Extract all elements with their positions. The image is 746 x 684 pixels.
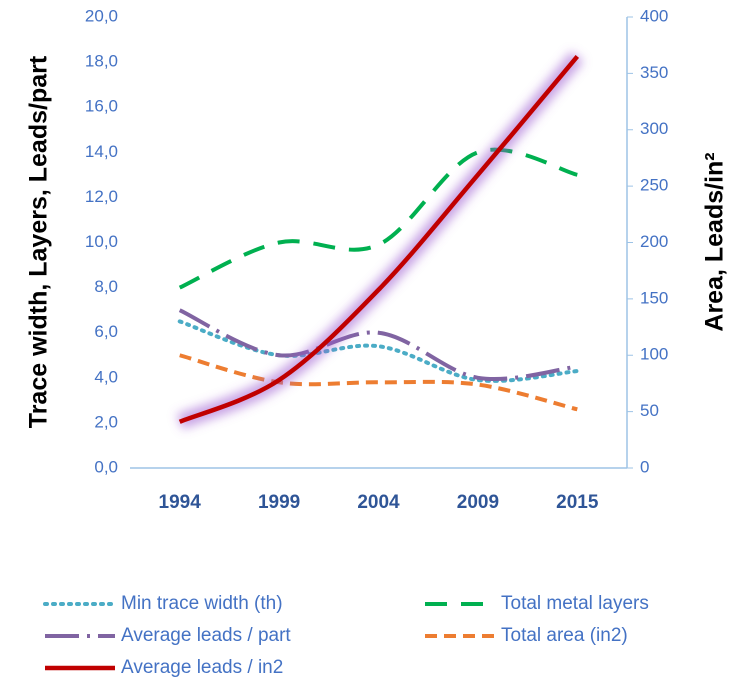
y-axis-title: Trace width, Layers, Leads/part	[25, 55, 53, 428]
legend-label: Total metal layers	[501, 593, 649, 614]
line	[178, 55, 580, 424]
y-tick-label: 10,0	[85, 232, 118, 251]
y2-tick-label: 100	[640, 345, 668, 364]
legend-label: Average leads / in2	[121, 657, 283, 678]
y2-tick-label: 400	[640, 6, 668, 25]
y-tick-label: 0,0	[94, 457, 118, 476]
y-tick-label: 16,0	[85, 97, 118, 116]
y-tick-label: 14,0	[85, 142, 118, 161]
x-tick-label: 1999	[258, 492, 300, 513]
y2-tick-label: 50	[640, 401, 659, 420]
y2-tick-label: 0	[640, 457, 649, 476]
y-tick-label: 20,0	[85, 6, 118, 25]
y2-tick-label: 300	[640, 119, 668, 138]
y-tick-label: 2,0	[94, 412, 118, 431]
legend-label: Average leads / part	[121, 625, 291, 646]
y-tick-label: 18,0	[85, 52, 118, 71]
y2-axis-title: Area, Leads/in²	[701, 152, 729, 331]
line	[178, 308, 578, 382]
x-tick-label: 2009	[457, 492, 499, 513]
x-tick-label: 1994	[159, 492, 202, 513]
line	[178, 147, 578, 290]
y2-tick-label: 150	[640, 288, 668, 307]
y-tick-label: 12,0	[85, 187, 118, 206]
legend-label: Total area (in2)	[501, 625, 628, 646]
legend-label: Min trace width (th)	[121, 593, 283, 614]
y-tick-label: 4,0	[94, 367, 118, 386]
y-tick-label: 8,0	[94, 277, 118, 296]
y2-tick-label: 250	[640, 176, 668, 195]
x-tick-label: 2015	[556, 492, 599, 513]
y-tick-label: 6,0	[94, 322, 118, 341]
x-tick-label: 2004	[357, 492, 400, 513]
line-glow	[176, 51, 584, 430]
y2-tick-label: 350	[640, 63, 668, 82]
line	[179, 353, 578, 412]
y2-tick-label: 200	[640, 232, 668, 251]
